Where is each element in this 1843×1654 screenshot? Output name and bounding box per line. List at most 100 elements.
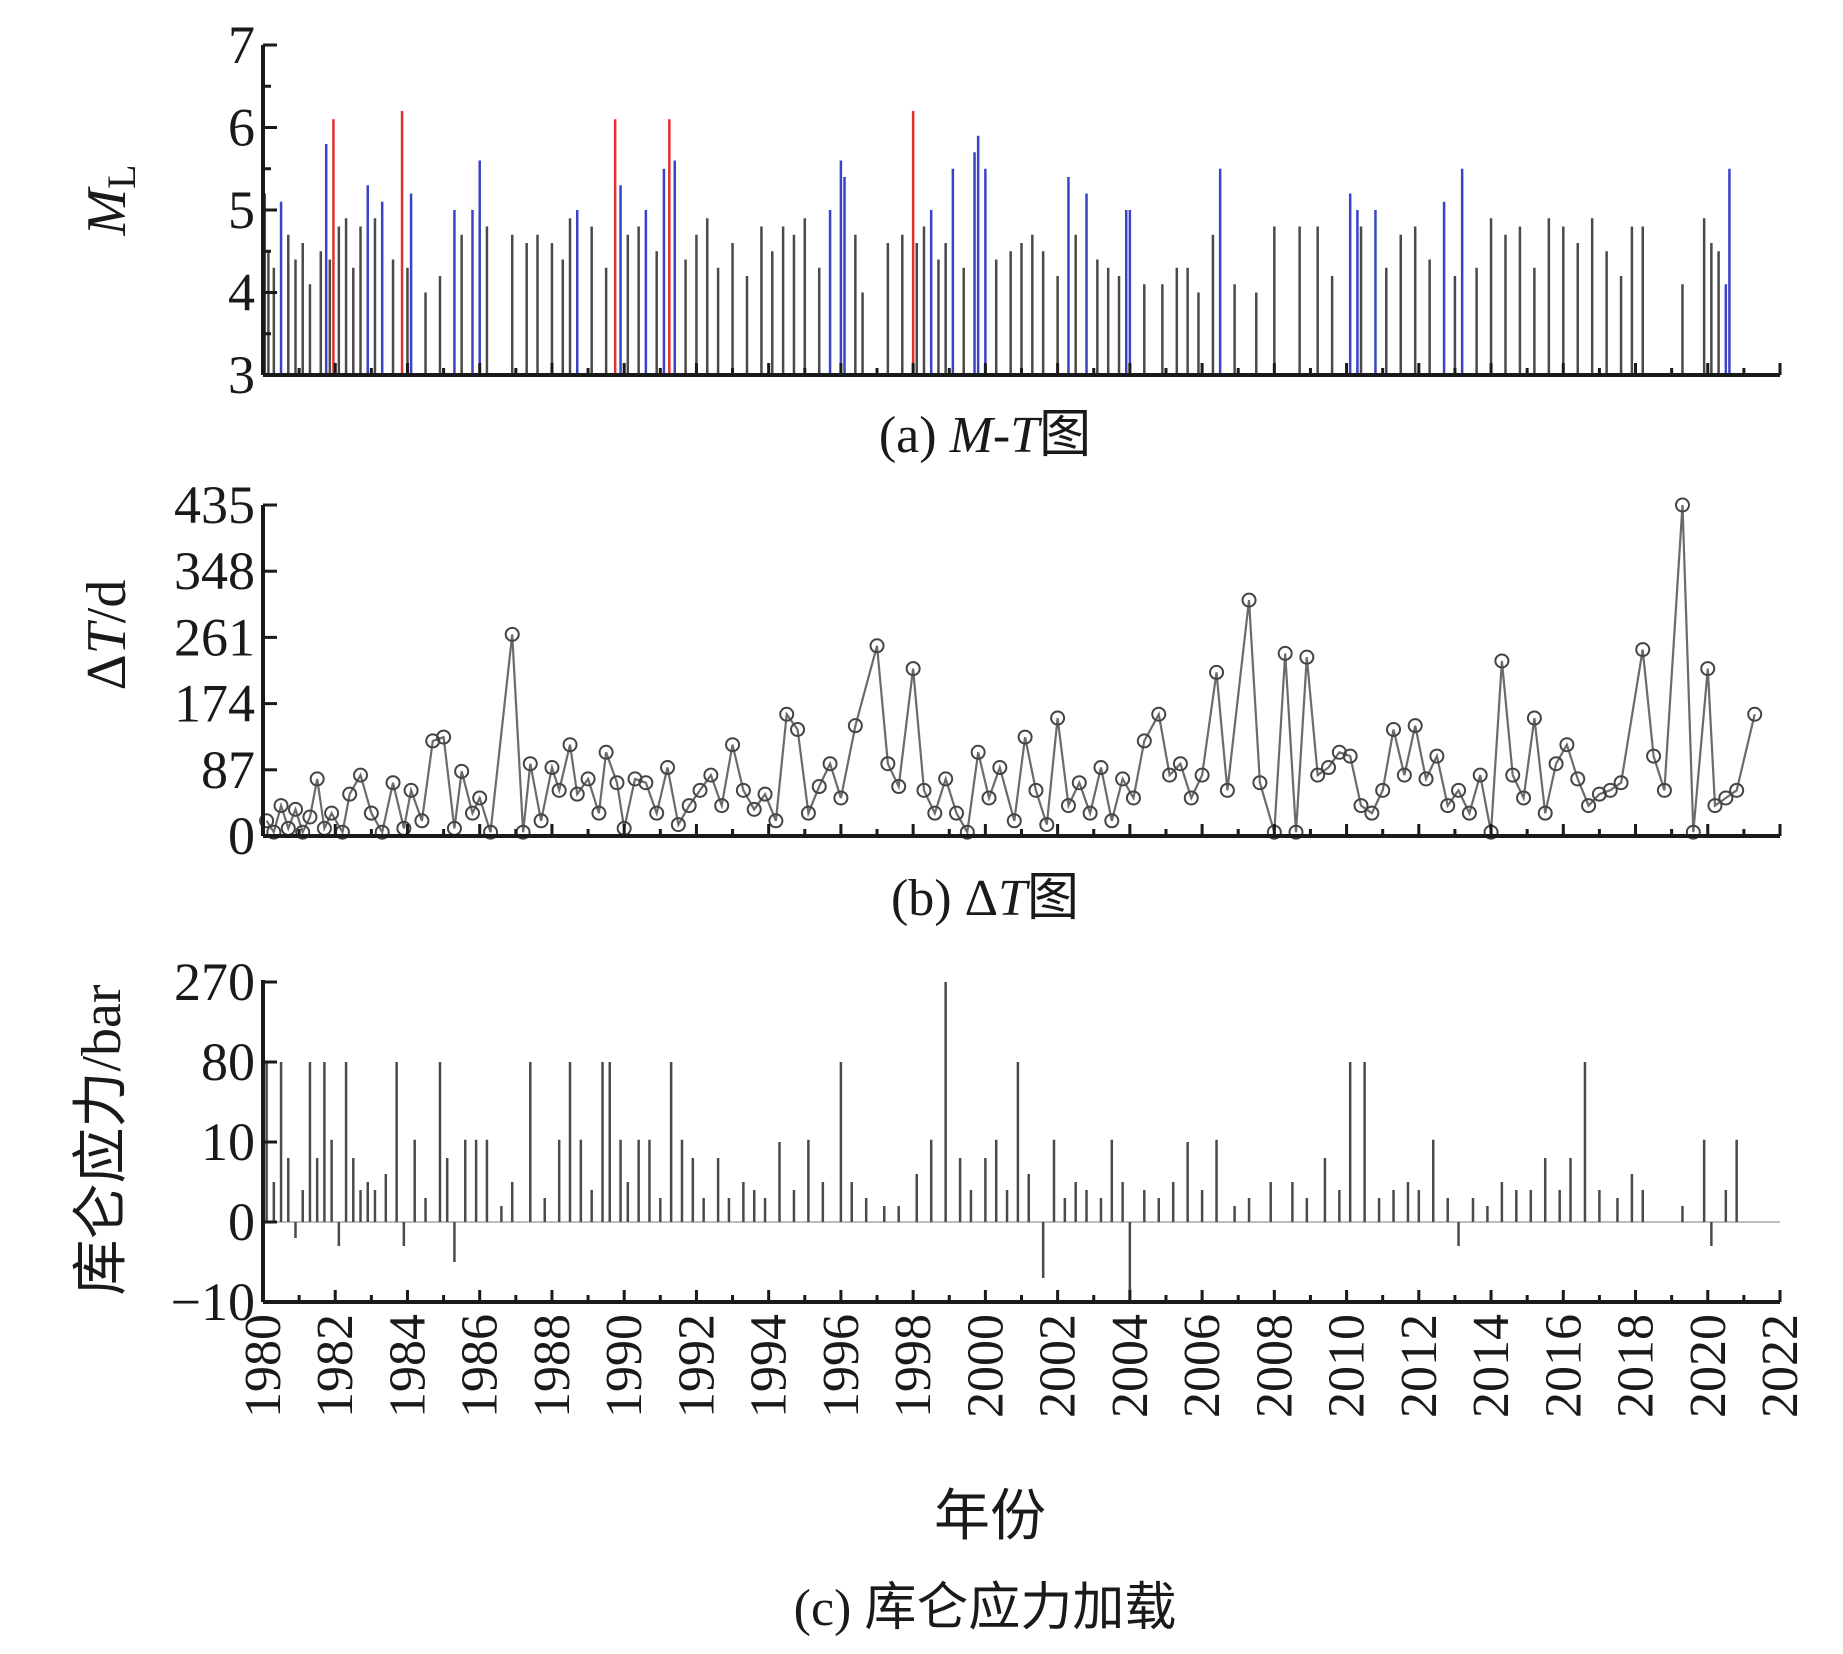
delta-t-point-65	[927, 805, 943, 821]
x-tick-label-1986: 1986	[452, 1314, 509, 1418]
delta-t-point-15	[385, 775, 401, 791]
delta-t-point-116	[1505, 767, 1521, 783]
panel-c-y-tick-label-3: 80	[201, 1032, 255, 1092]
delta-t-point-90	[1209, 664, 1225, 680]
x-tick-label-1998: 1998	[885, 1314, 942, 1418]
delta-t-point-130	[1674, 497, 1690, 513]
delta-t-point-106	[1396, 767, 1412, 783]
delta-t-point-107	[1407, 718, 1423, 734]
delta-t-point-58	[833, 790, 849, 806]
delta-t-point-5	[295, 824, 311, 840]
panel-b-y-label: ΔT/d	[76, 580, 138, 691]
delta-t-point-68	[959, 824, 975, 840]
delta-t-point-70	[981, 790, 997, 806]
delta-t-point-28	[522, 756, 538, 772]
delta-t-point-83	[1125, 790, 1141, 806]
delta-t-point-35	[591, 805, 607, 821]
delta-t-point-23	[464, 805, 480, 821]
delta-t-point-36	[598, 744, 614, 760]
delta-t-point-30	[544, 760, 560, 776]
delta-t-point-79	[1082, 805, 1098, 821]
delta-t-point-113	[1472, 767, 1488, 783]
panel-b-caption: (b) ΔT图	[891, 870, 1079, 927]
x-tick-label-1996: 1996	[813, 1314, 870, 1418]
panel-c-y-tick-label-2: 10	[201, 1112, 255, 1172]
panel-c-y-ticks: −10 0 10 80 270	[171, 952, 277, 1332]
panel-b-y-tick-label-261: 261	[174, 607, 255, 667]
x-tick-label-2018: 2018	[1608, 1314, 1665, 1418]
panel-c-x-label: 年份	[934, 1486, 1046, 1548]
mt-bars	[263, 111, 1731, 375]
delta-t-point-7	[309, 771, 325, 787]
delta-t-point-103	[1364, 805, 1380, 821]
delta-t-point-2	[273, 798, 289, 814]
x-tick-label-2000: 2000	[957, 1314, 1014, 1418]
delta-t-point-71	[992, 760, 1008, 776]
delta-t-point-60	[869, 638, 885, 654]
delta-t-point-18	[414, 813, 430, 829]
delta-t-point-95	[1277, 645, 1293, 661]
delta-t-point-77	[1060, 798, 1076, 814]
panel-c-coulomb-chart: −10 0 10 80 270 1980 1982 1984 1986 1988 1990 1992…	[71, 952, 1809, 1637]
delta-t-point-63	[905, 661, 921, 677]
delta-t-point-78	[1071, 775, 1087, 791]
panel-c-x-ticks: 1980 1982 1984 1986 1988 1990 1992 1994 1996 1998…	[235, 1290, 1809, 1418]
delta-t-point-123	[1581, 798, 1597, 814]
panel-a-x-ticks	[261, 363, 1782, 375]
delta-t-point-75	[1039, 817, 1055, 833]
delta-t-point-98	[1310, 767, 1326, 783]
delta-t-point-47	[714, 798, 730, 814]
delta-t-point-109	[1429, 748, 1445, 764]
delta-t-point-81	[1104, 813, 1120, 829]
x-tick-label-1990: 1990	[596, 1314, 653, 1418]
delta-t-point-56	[811, 779, 827, 795]
delta-t-point-1	[266, 824, 282, 840]
delta-t-point-87	[1172, 756, 1188, 772]
panel-b-y-tick-label-87: 87	[201, 740, 255, 800]
delta-t-point-49	[735, 782, 751, 798]
delta-t-point-72	[1006, 813, 1022, 829]
delta-t-point-24	[472, 790, 488, 806]
delta-t-point-22	[454, 763, 470, 779]
delta-t-point-59	[847, 718, 863, 734]
x-tick-label-1994: 1994	[741, 1314, 798, 1418]
delta-t-point-127	[1635, 642, 1651, 658]
delta-t-point-86	[1162, 767, 1178, 783]
delta-t-point-53	[779, 706, 795, 722]
delta-t-point-85	[1151, 706, 1167, 722]
delta-t-point-17	[403, 782, 419, 798]
delta-t-point-48	[725, 737, 741, 753]
delta-t-point-20	[436, 729, 452, 745]
panel-c-y-tick-label-4: 270	[174, 952, 255, 1012]
panel-a-y-tick-label-7: 7	[228, 15, 255, 75]
delta-t-point-133	[1707, 798, 1723, 814]
panel-a-caption: (a) M-T图	[879, 407, 1091, 464]
delta-t-point-120	[1548, 756, 1564, 772]
delta-t-point-61	[880, 756, 896, 772]
delta-t-point-91	[1219, 782, 1235, 798]
delta-t-point-6	[302, 809, 318, 825]
delta-t-point-33	[569, 786, 585, 802]
delta-t-point-122	[1570, 771, 1586, 787]
delta-t-point-115	[1494, 653, 1510, 669]
delta-t-point-51	[757, 786, 773, 802]
delta-t-point-54	[790, 721, 806, 737]
delta-t-point-45	[692, 782, 708, 798]
delta-t-point-31	[551, 782, 567, 798]
panel-b-y-tick-label-435: 435	[174, 475, 255, 535]
delta-t-point-108	[1418, 771, 1434, 787]
delta-t-point-25	[483, 824, 499, 840]
delta-t-point-14	[374, 824, 390, 840]
panel-a-y-label: ML	[76, 164, 144, 236]
delta-t-point-11	[342, 786, 358, 802]
delta-t-point-52	[768, 813, 784, 829]
x-tick-label-2014: 2014	[1463, 1314, 1520, 1418]
delta-t-point-73	[1017, 729, 1033, 745]
panel-a-mt-chart: 3 4 5 6 7 ML (a) M-T图	[76, 15, 1782, 464]
delta-t-point-96	[1288, 824, 1304, 840]
delta-t-point-82	[1115, 771, 1131, 787]
panel-c-y-tick-label-0: −10	[171, 1272, 255, 1332]
x-tick-label-2022: 2022	[1752, 1314, 1809, 1418]
